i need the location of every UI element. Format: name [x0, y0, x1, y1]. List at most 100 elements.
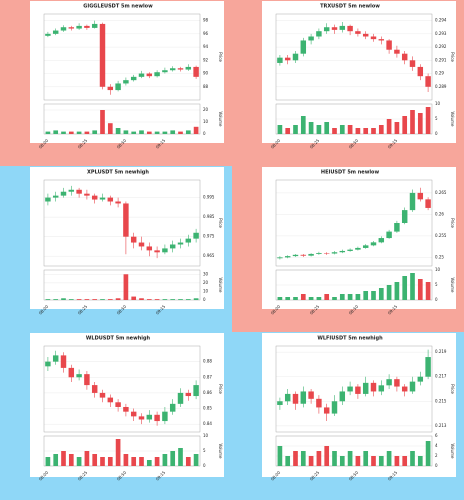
volume-bar — [53, 130, 59, 134]
volume-bar — [332, 297, 337, 300]
candle-body — [323, 27, 330, 32]
volume-bar — [154, 457, 160, 466]
volume-bar — [332, 128, 337, 134]
volume-bar — [394, 122, 400, 134]
volume-bar — [146, 460, 152, 466]
volume-bar — [285, 128, 291, 134]
candle-body — [401, 53, 408, 61]
candle-body — [123, 203, 129, 237]
volume-bar — [100, 299, 105, 300]
candle-body — [386, 379, 392, 386]
candle-body — [316, 31, 322, 37]
candle-body — [138, 73, 145, 77]
volume-bar — [84, 299, 90, 300]
candle-body — [68, 27, 75, 29]
volume-bar — [285, 297, 291, 300]
candle-body — [308, 36, 314, 41]
candle-body — [331, 252, 338, 254]
candle-body — [378, 39, 385, 41]
volume-bar — [347, 294, 353, 300]
volume-bar — [277, 297, 283, 300]
candle-body — [169, 403, 176, 412]
candle-body — [378, 385, 385, 392]
volume-bar — [100, 110, 105, 134]
y-tick-label: 0.88 — [203, 359, 212, 364]
volume-bar — [53, 454, 59, 466]
volume-bar — [285, 456, 291, 466]
chart-title: XPLUSDT 5m newhigh — [87, 170, 149, 176]
volume-bar — [371, 291, 376, 300]
volume-bar — [154, 131, 160, 134]
volume-bar — [300, 116, 306, 134]
candle-body — [386, 231, 392, 239]
volume-bar — [146, 131, 152, 134]
volume-bar — [107, 123, 113, 134]
volume-bar — [371, 456, 376, 466]
y-tick-label: 0.29 — [435, 71, 444, 76]
y-tick-label: 0.87 — [203, 374, 212, 379]
candle-body — [300, 40, 307, 54]
candle-body — [362, 33, 369, 37]
candle-body — [146, 246, 153, 251]
volume-bar — [417, 113, 423, 134]
candle-body — [193, 385, 199, 397]
candle-body — [417, 376, 424, 382]
candle-body — [378, 238, 385, 243]
volume-bar — [347, 125, 353, 134]
y-axis-label: Price — [218, 52, 223, 62]
volume-bar — [417, 279, 423, 300]
y-tick-label: 0.85 — [203, 406, 212, 411]
candle-body — [154, 250, 160, 253]
volume-bar — [332, 451, 337, 466]
volume-bar — [410, 273, 415, 300]
volume-bar — [115, 439, 121, 466]
volume-bar — [84, 451, 90, 466]
volume-bar — [386, 451, 392, 466]
candle-body — [331, 27, 338, 30]
volume-tick-label: 0 — [203, 297, 206, 302]
candle-body — [60, 27, 67, 31]
price-frame — [275, 13, 433, 101]
y-tick-label: 0.975 — [203, 234, 215, 239]
volume-bar — [300, 294, 306, 300]
volume-tick-label: 2 — [435, 453, 438, 458]
candle-body — [162, 248, 168, 253]
candle-body — [107, 197, 114, 202]
volume-tick-label: 4 — [435, 443, 438, 448]
candle-body — [162, 70, 168, 73]
volume-tick-label: 20 — [203, 280, 209, 285]
figure — [262, 167, 456, 309]
candle-body — [386, 40, 392, 50]
candle-body — [362, 245, 369, 248]
volume-bar — [378, 288, 384, 300]
volume-bar — [308, 122, 314, 134]
volume-bar — [68, 131, 74, 134]
volume-tick-label: 10 — [203, 119, 209, 124]
volume-bar — [277, 446, 283, 466]
y-tick-label: 0.25 — [435, 254, 444, 259]
volume-bar — [92, 454, 98, 466]
volume-bar — [300, 451, 306, 466]
volume-bar — [115, 298, 121, 300]
volume-bar — [123, 274, 129, 300]
volume-bar — [293, 125, 298, 134]
volume-bar — [339, 125, 345, 134]
figure — [262, 1, 456, 143]
volume-tick-label: 10 — [435, 101, 441, 106]
candle-body — [185, 238, 192, 243]
candle-body — [76, 189, 82, 194]
volume-frame — [275, 435, 433, 467]
volume-bar — [61, 131, 66, 134]
volume-bar — [131, 131, 137, 134]
volume-bar — [417, 456, 423, 466]
volume-frame — [43, 435, 201, 467]
candle-body — [138, 416, 145, 420]
candle-body — [115, 83, 121, 91]
volume-bar — [293, 451, 298, 466]
volume-bar — [425, 282, 431, 300]
volume-bar — [193, 454, 199, 466]
volume-bar — [139, 298, 144, 300]
candle-body — [123, 406, 129, 412]
y-axis-label: Price — [218, 384, 223, 394]
